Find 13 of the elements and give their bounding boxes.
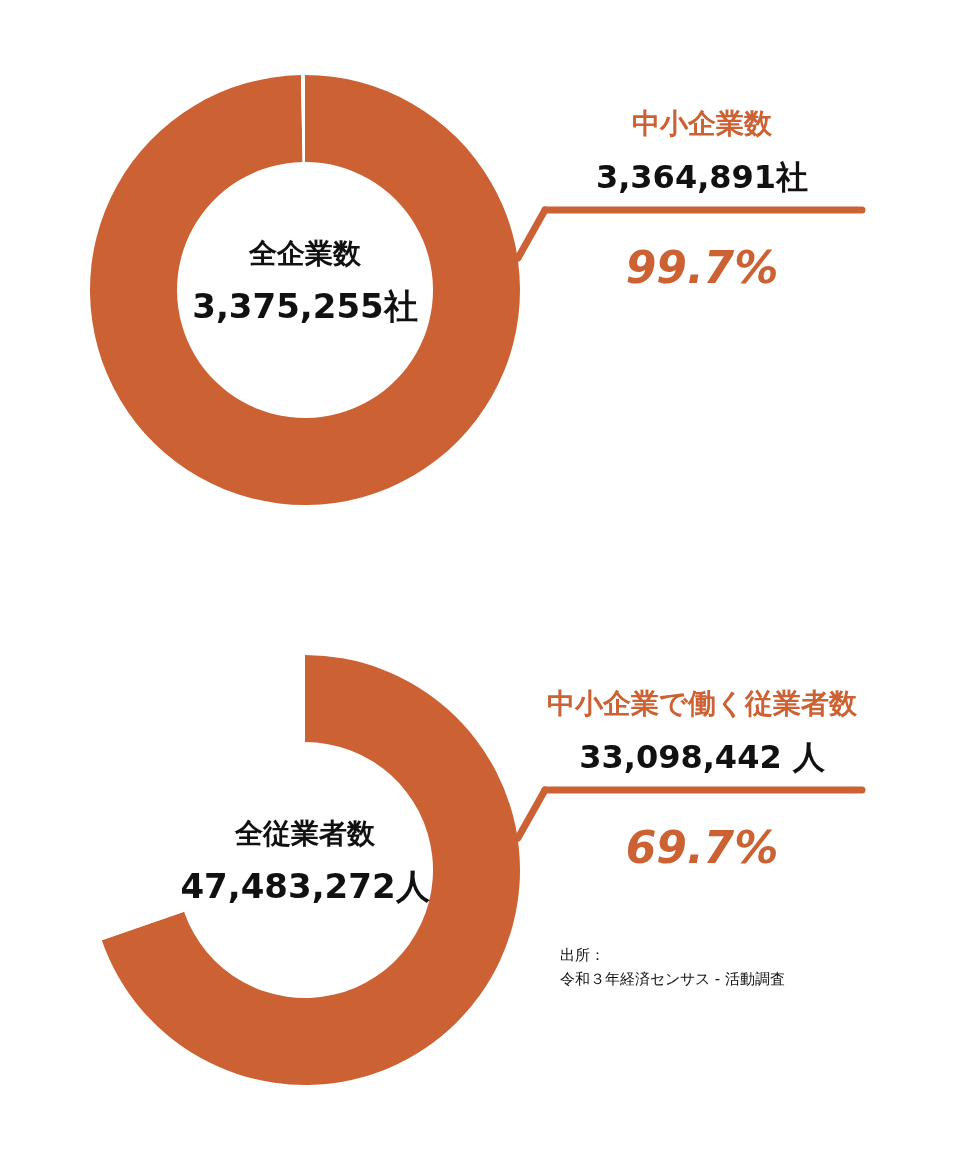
text: 47,483,272人 (180, 866, 431, 906)
data-label: 99.7% (625, 242, 779, 293)
text: 令和３年経済センサス - 活動調査 (560, 970, 785, 988)
slice-label: 中小企業数 (632, 107, 773, 140)
text: 出所： (560, 946, 605, 964)
data-label: 69.7% (625, 822, 779, 873)
text: 3,364,891社 (595, 158, 809, 196)
text: 全従業者数 (234, 817, 376, 850)
text: 全企業数 (248, 237, 362, 270)
donut-slice (300, 75, 305, 163)
text: 33,098,442 人 (579, 738, 826, 776)
text: 3,375,255社 (192, 286, 418, 326)
slice-label: 中小企業で働く従業者数 (547, 687, 858, 720)
